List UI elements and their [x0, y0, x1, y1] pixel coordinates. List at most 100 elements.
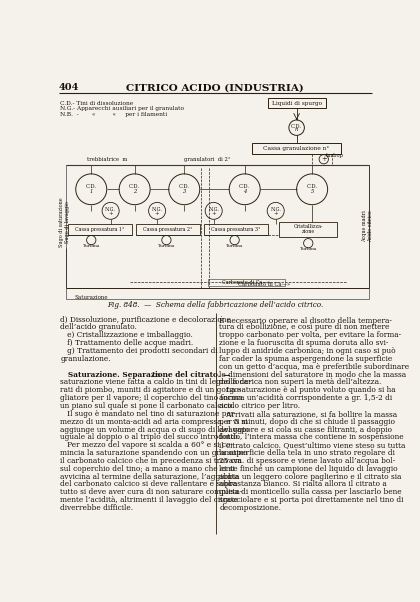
Text: Carbonato di Ca—»: Carbonato di Ca—»: [239, 282, 291, 287]
Text: Carbonato di Ca—»: Carbonato di Ca—»: [222, 280, 270, 285]
Bar: [68, 224, 131, 235]
Text: tura di ebollizione, e così pure di non mettere: tura di ebollizione, e così pure di non …: [219, 323, 389, 332]
Text: diverrebbe difficile.: diverrebbe difficile.: [60, 504, 134, 512]
Text: Saturazione. Separazione del citrato. —: Saturazione. Separazione del citrato. —: [60, 371, 233, 379]
Text: N.B.  -       «         «     per i filamenti: N.B. - « « per i filamenti: [60, 111, 168, 117]
Text: fondo, l’intera massa che contiene in sospensione: fondo, l’intera massa che contiene in so…: [219, 433, 404, 441]
Text: gliatore per il vapore; il coperchio del tino forma: gliatore per il vapore; il coperchio del…: [60, 394, 243, 402]
Text: rati di piombo, muniti di agitatore e di un gorgo-: rati di piombo, muniti di agitatore e di…: [60, 386, 241, 394]
Text: acido citrico per litro.: acido citrico per litro.: [219, 402, 300, 410]
Text: Cassa pressatura 1°: Cassa pressatura 1°: [75, 227, 124, 232]
Text: abbastanza bianco. Si rialta allora il citrato a: abbastanza bianco. Si rialta allora il c…: [219, 480, 387, 488]
Text: avvicina al termine della saturazione, l’aggiunta: avvicina al termine della saturazione, l…: [60, 473, 239, 480]
Text: Turbina: Turbina: [299, 247, 317, 252]
Bar: [66, 164, 369, 299]
Text: decomposizione.: decomposizione.: [219, 504, 281, 512]
Text: turbop: turbop: [326, 153, 344, 158]
Text: 2: 2: [133, 189, 137, 194]
Text: aggiunge un volume di acqua o di sugo di lavaggio: aggiunge un volume di acqua o di sugo di…: [60, 426, 249, 433]
Text: sgocciolare e si porta poi direttamente nel tino di: sgocciolare e si porta poi direttamente …: [219, 496, 404, 504]
Text: trebbiatrice  m: trebbiatrice m: [87, 157, 128, 161]
Bar: [205, 224, 268, 235]
Text: la superficie della tela in uno strato regolare di: la superficie della tela in uno strato r…: [219, 449, 395, 457]
Text: troppo carbonato per volta, per evitare la forma-: troppo carbonato per volta, per evitare …: [219, 331, 401, 340]
Text: dell’acido granulato.: dell’acido granulato.: [60, 323, 137, 332]
Text: ancora un’acidità corrispondente a gr. 1,5-2 di: ancora un’acidità corrispondente a gr. 1…: [219, 394, 392, 402]
Text: N.G.: N.G.: [152, 207, 163, 212]
Text: Cassa pressatura 3°: Cassa pressatura 3°: [211, 227, 261, 232]
Text: 25 cm. di spessore e viene lavato all’acqua bol-: 25 cm. di spessore e viene lavato all’ac…: [219, 457, 395, 465]
Text: Liquidi di spurgo: Liquidi di spurgo: [272, 101, 322, 105]
Text: +: +: [211, 211, 216, 216]
Text: saturazione viene fatta a caldo in tini di legno fode-: saturazione viene fatta a caldo in tini …: [60, 379, 252, 386]
Bar: [279, 222, 337, 237]
Text: Saturazione: Saturazione: [74, 294, 108, 300]
Text: mezzo di un monta-acidi ad aria compressa, e vi si: mezzo di un monta-acidi ad aria compress…: [60, 418, 248, 426]
Text: il citrato calcico. Quest’ultimo viene steso su tutta: il citrato calcico. Quest’ultimo viene s…: [219, 441, 405, 449]
Text: e) Cristallizzazione e imballaggio.: e) Cristallizzazione e imballaggio.: [60, 331, 193, 340]
Text: CITRICO ACIDO (INDUSTRIA): CITRICO ACIDO (INDUSTRIA): [126, 83, 304, 92]
Text: far cader la spuma aspergendone la superficie: far cader la spuma aspergendone la super…: [219, 355, 392, 363]
Text: 5: 5: [310, 189, 314, 194]
Text: La: La: [152, 371, 161, 379]
Text: g) Trattamento dei prodotti secondari di: g) Trattamento dei prodotti secondari di: [60, 347, 218, 355]
Text: C.D.: C.D.: [307, 184, 318, 190]
Bar: [268, 98, 326, 108]
Text: Cassa granulazione n°: Cassa granulazione n°: [263, 146, 330, 151]
Text: zione e la fuoruscita di spuma doruta allo svi-: zione e la fuoruscita di spuma doruta al…: [219, 339, 388, 347]
Text: +: +: [108, 211, 113, 216]
Text: Turbina: Turbina: [226, 244, 243, 248]
Text: granulatori  di 2°: granulatori di 2°: [184, 157, 231, 161]
Text: del vapore e si cola su casse filtranti, a doppio: del vapore e si cola su casse filtranti,…: [219, 426, 392, 433]
Text: sul coperchio del tino; a mano a mano che ci si: sul coperchio del tino; a mano a mano ch…: [60, 465, 235, 473]
Text: +: +: [155, 211, 160, 216]
Text: C.D.- Tini di dissoluzione: C.D.- Tini di dissoluzione: [60, 101, 134, 106]
Text: Acque madri: Acque madri: [362, 210, 368, 242]
Text: Turbina: Turbina: [82, 244, 100, 248]
Text: Per mezzo del vapore si scalda a 60° e si co-: Per mezzo del vapore si scalda a 60° e s…: [60, 441, 233, 449]
Text: n: n: [295, 128, 298, 132]
Bar: [136, 224, 200, 235]
Text: uguale al doppio o al triplo del succo introdotto.: uguale al doppio o al triplo del succo i…: [60, 433, 240, 441]
Text: C.D.: C.D.: [129, 184, 140, 190]
Text: tutto si deve aver cura di non saturare completa-: tutto si deve aver cura di non saturare …: [60, 488, 243, 496]
Text: 3: 3: [183, 189, 186, 194]
Text: mente l’acidità, altrimenti il lavaggio del citrate: mente l’acidità, altrimenti il lavaggio …: [60, 496, 239, 504]
Text: per 5 minuti, dopo di che si chiude il passaggio: per 5 minuti, dopo di che si chiude il p…: [219, 418, 395, 426]
Text: C.D.: C.D.: [291, 123, 302, 129]
Text: Fig. 848.  —  Schema della fabbricazione dell’acido citrico.: Fig. 848. — Schema della fabbricazione d…: [107, 301, 323, 309]
Bar: [207, 279, 285, 287]
Text: N.G.: N.G.: [270, 207, 281, 212]
Text: Il sugo è mandato nel tino di saturazione per: Il sugo è mandato nel tino di saturazion…: [60, 410, 235, 418]
Text: luppo di anidride carbonica; in ogni caso si può: luppo di anidride carbonica; in ogni cas…: [219, 347, 396, 355]
Text: un piano sul quale si pone il carbonato calcico.: un piano sul quale si pone il carbonato …: [60, 402, 235, 410]
Text: della carica non superi la metà dell’altezza.: della carica non superi la metà dell’alt…: [219, 379, 381, 386]
Text: guisa di monticello sulla cassa per lasciarlo bene: guisa di monticello sulla cassa per lasc…: [219, 488, 402, 496]
Text: N.G.: N.G.: [105, 207, 116, 212]
Text: N.G.: N.G.: [208, 207, 219, 212]
Text: 4: 4: [243, 189, 247, 194]
Text: 404: 404: [59, 83, 79, 92]
Text: con un getto d’acqua, ma è preferibile subordinare: con un getto d’acqua, ma è preferibile s…: [219, 362, 409, 371]
Text: zione: zione: [302, 229, 315, 234]
Text: Sugo di lavaggio: Sugo di lavaggio: [66, 202, 71, 243]
Text: La saturazione è al punto voluto quando si ha: La saturazione è al punto voluto quando …: [219, 386, 396, 394]
Text: N.G.- Apparecchi ausiliari per il granulato: N.G.- Apparecchi ausiliari per il granul…: [60, 106, 184, 111]
Text: C.D.: C.D.: [179, 184, 190, 190]
Text: d) Dissoluzione, purificazione e decolorazione: d) Dissoluzione, purificazione e decolor…: [60, 315, 231, 323]
Text: Turbina: Turbina: [158, 244, 175, 248]
Text: C.D.: C.D.: [239, 184, 250, 190]
Text: lente finché un campione del liquido di lavaggio: lente finché un campione del liquido di …: [219, 465, 398, 473]
Text: mincia la saturazione spandendo con un granatino: mincia la saturazione spandendo con un g…: [60, 449, 248, 457]
Text: C.D.: C.D.: [86, 184, 97, 190]
Text: abbia un leggero colore paglierino e il citrato sia: abbia un leggero colore paglierino e il …: [219, 473, 402, 480]
Text: f) Trattamento delle acque madri.: f) Trattamento delle acque madri.: [60, 339, 194, 347]
Text: Sugo di saturazione: Sugo di saturazione: [59, 197, 64, 247]
Text: 1: 1: [89, 189, 93, 194]
Text: Cristallizza-: Cristallizza-: [294, 224, 323, 229]
Text: È necessario operare al disotto della tempera-: È necessario operare al disotto della te…: [219, 315, 392, 324]
Text: il carbonato calcico che in precedenza si trovava: il carbonato calcico che in precedenza s…: [60, 457, 242, 465]
Text: le dimensioni del saturatore in modo che la massa: le dimensioni del saturatore in modo che…: [219, 371, 406, 379]
Bar: [252, 143, 341, 154]
Text: granulazione.: granulazione.: [60, 355, 111, 363]
